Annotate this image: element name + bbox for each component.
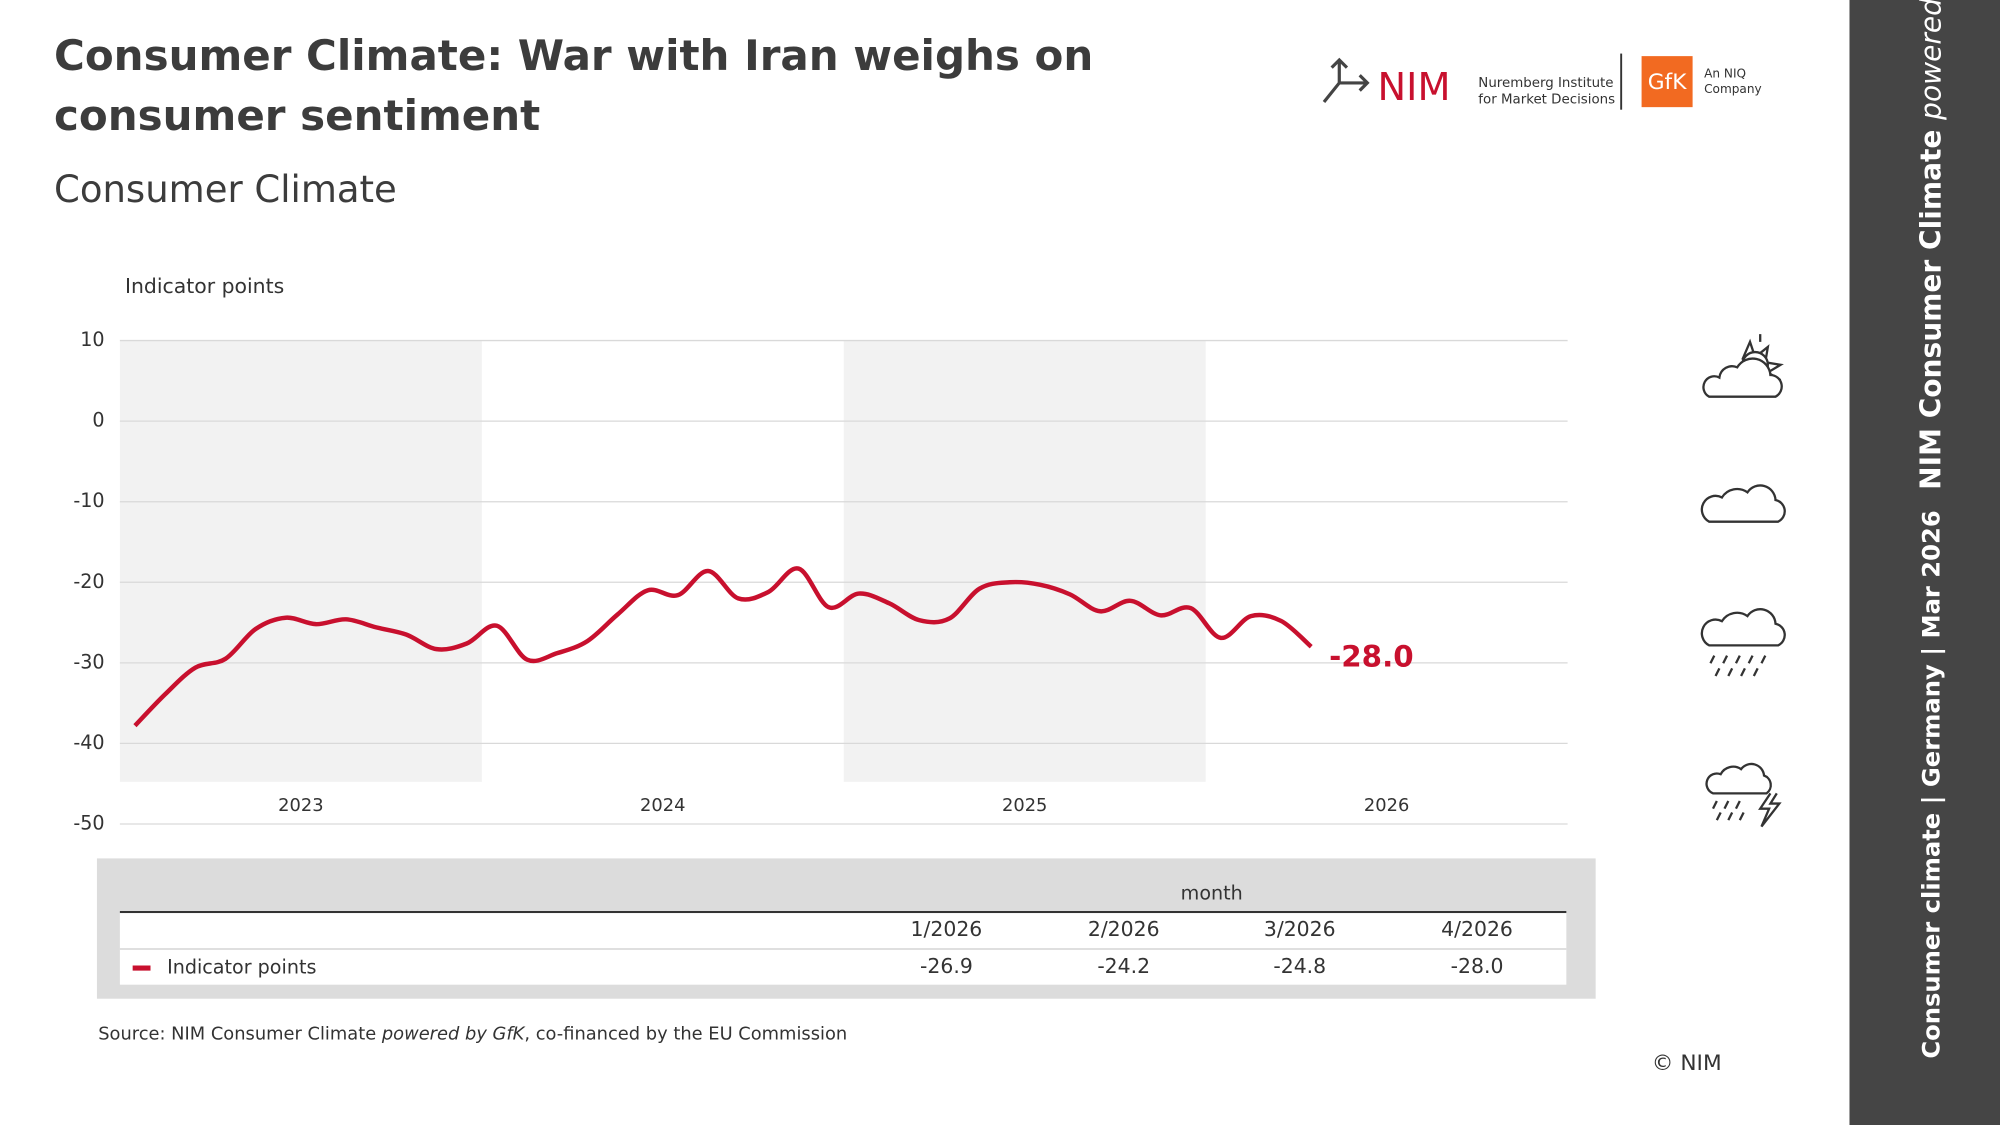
table-column: 1/2026 [911,917,983,941]
x-tick-label: 2024 [640,795,685,816]
x-tick-label: 2023 [278,795,323,816]
legend-label: Indicator points [167,956,316,979]
title: Consumer Climate: War with Iran weighs o… [54,31,1094,140]
source-text: , co-financed by the EU Commission [524,1023,847,1044]
year-band [119,340,482,782]
y-tick-label: 0 [92,409,104,432]
nim-sub: for Market Decisions [1478,92,1615,107]
table-column: 3/2026 [1264,917,1336,941]
subtitle: Consumer Climate [54,168,397,211]
rain-cloud-icon [1700,608,1786,647]
table-column: 4/2026 [1441,917,1513,941]
cloud-icon [1700,484,1786,523]
rain-icon [1709,655,1767,677]
weather-icons [1700,334,1786,828]
y-tick-label: -50 [73,811,104,834]
table-column: 2/2026 [1088,917,1160,941]
x-tick-label: 2026 [1364,795,1409,816]
nim-logo: NIM Nuremberg Institute for Market Decis… [1322,53,1762,110]
table-value: -28.0 [1451,954,1504,978]
sidebar-italic: powered by GfK [1914,0,1947,121]
y-axis-label: Indicator points [125,274,284,298]
gfk-text: GfK [1648,70,1687,95]
year-band [843,340,1206,782]
y-tick-label: 10 [80,328,104,351]
copyright: © NIM [1652,1051,1722,1076]
sidebar-text: Consumer climate | Germany | Mar 2026 NIM… [1914,0,1947,1059]
storm-icon [1711,792,1782,828]
y-tick-label: -30 [73,650,104,673]
sidebar [1849,0,2000,1125]
sidebar-meta: Consumer climate | Germany | Mar 2026 [1917,510,1945,1058]
source-text: Source: NIM Consumer Climate [98,1023,382,1044]
niq-text: An NIQ [1704,66,1746,80]
table-header: month [1181,882,1243,905]
storm-cloud-icon [1705,762,1772,795]
end-label: -28.0 [1329,640,1414,674]
niq-text: Company [1704,82,1762,96]
nim-icon [1322,57,1370,104]
source-italic: powered by GfK [381,1023,526,1044]
line [133,566,1313,728]
y-tick-label: -40 [73,731,104,754]
gfk-box [1641,56,1693,108]
nim-text: NIM [1378,65,1451,110]
y-tick-label: -20 [73,570,104,593]
table-value: -24.8 [1273,954,1326,978]
x-tick-label: 2025 [1002,795,1047,816]
sidebar-title: NIM Consumer Climate [1914,120,1947,490]
source: Source: NIM Consumer Climate powered by … [98,1023,847,1044]
cloud-icon [1702,357,1783,398]
nim-sub: Nuremberg Institute [1478,76,1613,91]
table-value: -26.9 [920,954,973,978]
y-tick-label: -10 [73,489,104,512]
table-value: -24.2 [1097,954,1150,978]
